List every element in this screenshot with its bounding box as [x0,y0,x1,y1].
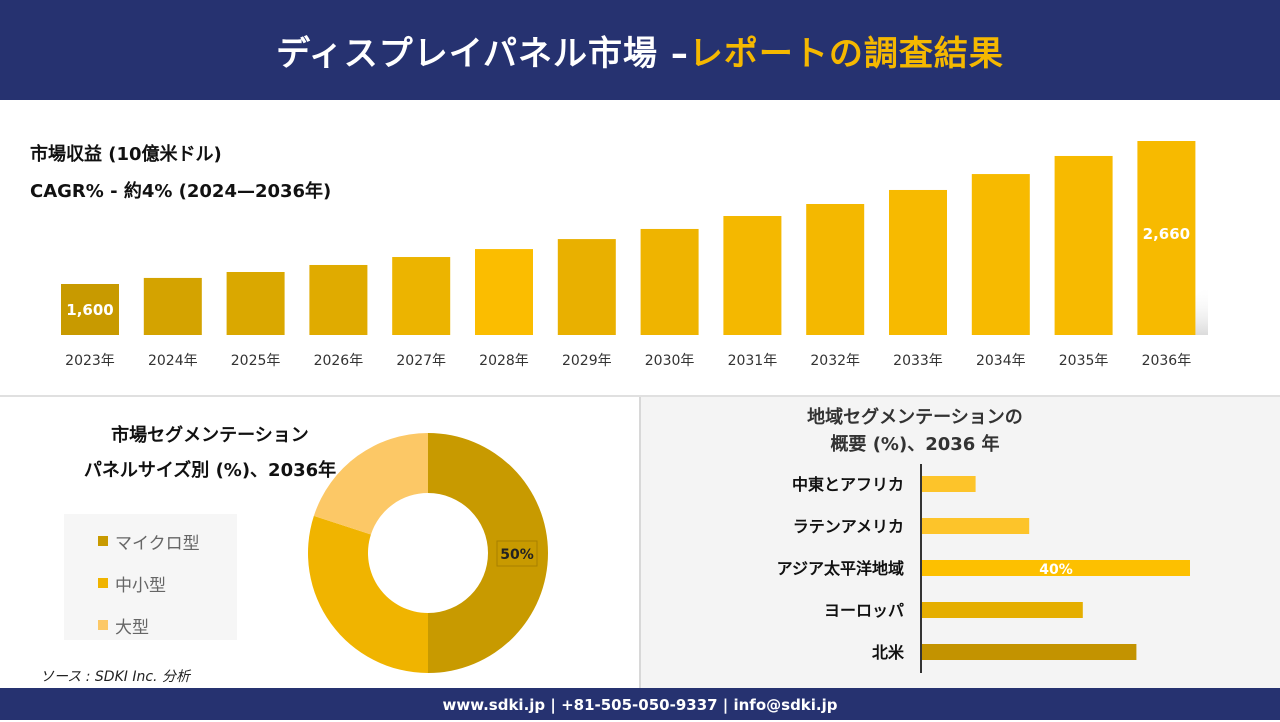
pie-title-1: 市場セグメンテーション [111,425,309,446]
x-tick-label: 2032年 [810,353,860,369]
title-main: ディスプレイパネル市場 – [276,33,689,74]
x-tick-label: 2030年 [645,353,695,369]
legend-label: 大型 [115,617,149,638]
bar-2025年 [226,271,285,335]
revenue-bar-chart: 2023年 1,600 2024年 2025年 2026年 2027年 2028年 2029年… [60,141,1208,369]
bar-2026年 [309,264,368,335]
bar-2031年 [723,216,782,335]
region-section [641,397,1280,688]
x-tick-label: 2033年 [893,353,943,369]
bar-2036年 [1137,141,1196,335]
hbar-ラテンアメリカ [922,518,1030,534]
data-label: 50% [500,547,534,563]
legend-swatch [98,536,108,546]
bar-2035年 [1054,155,1113,335]
x-tick-label: 2026年 [314,353,364,369]
hbar-北米 [922,644,1137,660]
pie-title-2: パネルサイズ別 (%)、2036年 [83,460,337,481]
x-tick-label: 2028年 [479,353,529,369]
legend-item: マイクロ型 [98,520,237,562]
data-label: 1,600 [66,301,113,319]
title-accent: レポートの調査結果 [688,33,1004,74]
y-tick-label: ヨーロッパ [824,601,904,620]
x-tick-label: 2024年 [148,353,198,369]
y-tick-label: ラテンアメリカ [793,517,904,536]
data-label: 40% [1039,562,1073,578]
x-tick-label: 2027年 [396,353,446,369]
bar-2029年 [557,239,616,335]
legend-label: 中小型 [115,575,166,596]
header-banner: ディスプレイパネル市場 – レポートの調査結果 [0,0,1280,100]
bar-2033年 [889,189,947,335]
hbar-中東とアフリカ [922,476,976,492]
region-title-2: 概要 (%)、2036 年 [830,434,1000,455]
y-tick-label: 中東とアフリカ [792,475,904,494]
legend-swatch [98,620,108,630]
bar-2024年 [143,277,202,335]
x-tick-label: 2035年 [1059,353,1109,369]
x-tick-label: 2025年 [231,353,281,369]
divider [639,397,641,688]
legend-label: マイクロ型 [115,533,200,554]
donut-slice-大型 [313,433,428,535]
footer-contact: www.sdki.jp | +81-505-050-9337 | info@sd… [0,688,1280,720]
bar-2030年 [640,228,699,335]
divider [0,395,1280,397]
x-tick-label: 2036年 [1142,353,1192,369]
hbar-アジア太平洋地域 [922,560,1190,576]
hbar-ヨーロッパ [922,602,1083,618]
bar-2032年 [806,204,865,335]
bar-2023年 [61,284,119,335]
cagr-subtitle: CAGR% - 約4% (2024—2036年) [30,181,332,202]
region-title: 地域セグメンテーションの 概要 (%)、2036 年 [790,404,1040,458]
legend-item: 大型 [98,604,237,646]
panel-size-title: 市場セグメンテーションパネルサイズ別 (%)、2036年 [40,418,380,488]
x-tick-label: 2029年 [562,353,612,369]
bar-2027年 [392,257,451,335]
bar-2028年 [475,249,533,335]
y-tick-label: 北米 [872,643,905,662]
bar-2034年 [971,174,1030,335]
panel-size-donut: 50% [308,433,548,673]
source-note: ソース : SDKI Inc. 分析 [40,669,190,685]
data-label: 2,660 [1143,225,1190,243]
legend-item: 中小型 [98,562,237,604]
donut-slice-マイクロ型 [428,433,548,673]
revenue-chart-title: 市場収益 (10億米ドル) [30,144,222,165]
pie-legend: マイクロ型 中小型 大型 [64,514,237,640]
x-tick-label: 2031年 [728,353,778,369]
legend-swatch [98,578,108,588]
y-tick-label: アジア太平洋地域 [777,559,904,578]
data-label-box [496,540,538,567]
region-title-1: 地域セグメンテーションの [807,407,1023,428]
donut-slice-中小型 [308,515,428,673]
x-tick-label: 2023年 [65,353,115,369]
x-tick-label: 2034年 [976,353,1026,369]
